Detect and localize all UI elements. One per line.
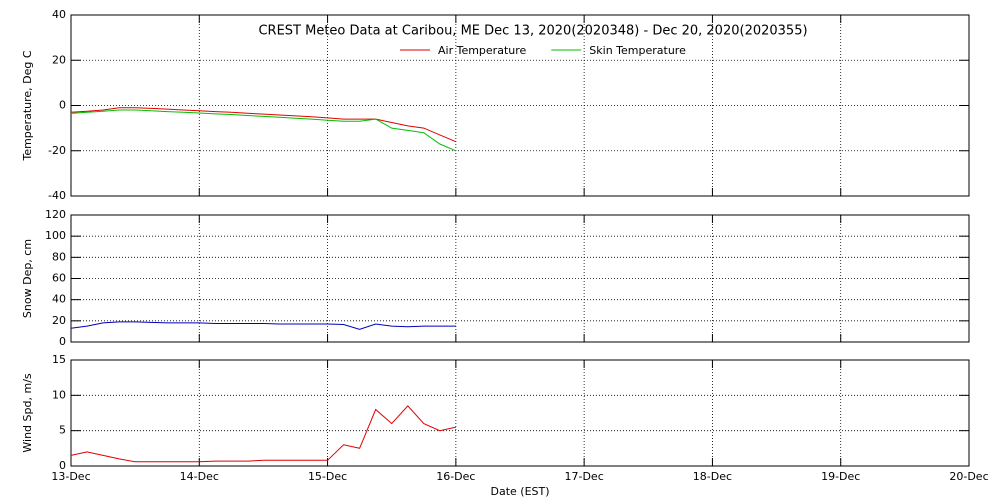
y-tick-label: 40 — [52, 8, 66, 21]
y-tick-label: 60 — [52, 272, 66, 285]
y-tick-label: 100 — [45, 229, 66, 242]
y-tick-label: 0 — [59, 459, 66, 472]
y-tick-label: 5 — [59, 424, 66, 437]
y-tick-label: 0 — [59, 335, 66, 348]
y-tick-label: 20 — [52, 314, 66, 327]
y-tick-label: 15 — [52, 353, 66, 366]
chart-title: CREST Meteo Data at Caribou, ME Dec 13, … — [258, 24, 807, 39]
data-line — [70, 405, 457, 463]
y-tick-label: 40 — [52, 293, 66, 306]
y-tick-label: 10 — [52, 388, 66, 401]
x-tick-label: 16-Dec — [436, 470, 475, 483]
y-tick-label: 20 — [52, 53, 66, 66]
y-tick-label: 120 — [45, 208, 66, 221]
x-axis-label: Date (EST) — [490, 485, 549, 498]
y-axis-label: Temperature, Deg C — [21, 50, 34, 161]
plot-frame — [70, 14, 970, 197]
x-tick-label: 15-Dec — [308, 470, 347, 483]
data-line — [70, 107, 457, 143]
x-tick-label: 19-Dec — [821, 470, 860, 483]
y-axis-label: Snow Dep, cm — [21, 239, 34, 318]
x-tick-label: 17-Dec — [565, 470, 604, 483]
x-tick-label: 20-Dec — [949, 470, 988, 483]
plot-frame — [70, 214, 970, 343]
x-tick-label: 13-Dec — [51, 470, 90, 483]
data-line — [70, 109, 457, 152]
data-line — [70, 321, 456, 330]
x-tick-label: 14-Dec — [180, 470, 219, 483]
x-tick-label: 18-Dec — [693, 470, 732, 483]
plot-frame — [70, 359, 970, 467]
y-tick-label: -40 — [48, 189, 66, 202]
legend-label: Skin Temperature — [589, 44, 686, 57]
y-axis-label: Wind Spd, m/s — [21, 373, 34, 453]
y-tick-label: 80 — [52, 250, 66, 263]
y-tick-label: -20 — [48, 144, 66, 157]
legend-label: Air Temperature — [438, 44, 527, 57]
y-tick-label: 0 — [59, 99, 66, 112]
